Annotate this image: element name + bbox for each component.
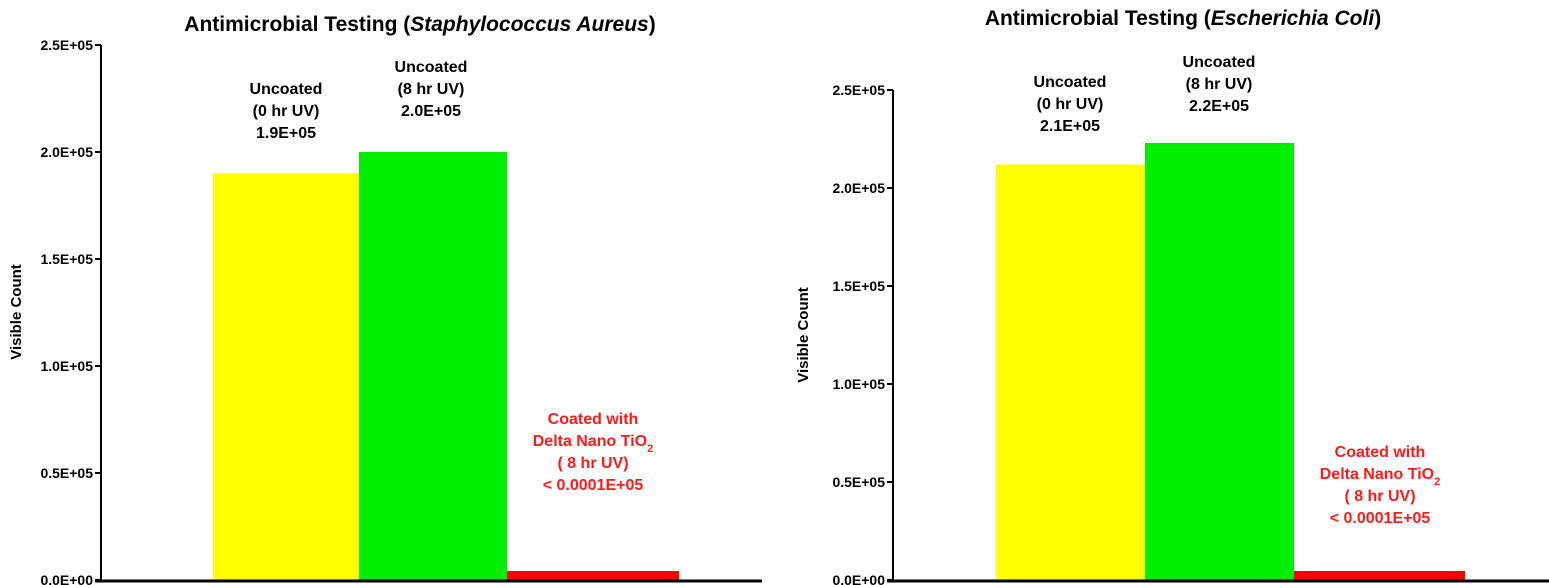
y-tick-label: 0.0E+00 [40,572,93,585]
bar-label-3: Coated with Delta Nano TiO2( 8 hr UV) < 0.… [1320,444,1441,527]
y-tick-label: 0.0E+00 [832,572,885,585]
y-tick-label: 1.0E+05 [832,376,885,392]
y-tick-label: 1.5E+05 [40,251,93,267]
bar-label-1: Uncoated (0 hr UV) 1.9E+05 [250,81,323,142]
y-tick-label: 2.0E+05 [40,144,93,160]
bar-1 [996,164,1145,581]
y-tick-label: 1.0E+05 [40,358,93,374]
y-tick-label: 0.5E+05 [832,474,885,490]
y-tick-label: 2.5E+05 [40,37,93,53]
bar-label-1: Uncoated (0 hr UV) 2.1E+05 [1034,74,1107,135]
bar-1 [213,173,359,580]
bar-label-2: Uncoated (8 hr UV) 2.2E+05 [1183,54,1256,115]
y-axis-label: Visible Count [795,287,812,383]
chart-panel-1: Antimicrobial Testing (Staphylococcus Au… [8,13,762,585]
y-tick-label: 2.0E+05 [832,180,885,196]
y-axis-label: Visible Count [8,264,25,360]
y-tick-label: 2.5E+05 [832,82,885,98]
chart-title: Antimicrobial Testing (Staphylococcus Au… [184,13,655,36]
bar-2 [1145,142,1294,581]
bar-3 [1294,571,1465,580]
bar-label-3: Coated with Delta Nano TiO2( 8 hr UV) < 0.… [533,411,654,494]
chart-title: Antimicrobial Testing (Escherichia Coli) [985,7,1381,30]
bar-2 [359,152,507,580]
y-tick-label: 0.5E+05 [40,465,93,481]
bar-3 [507,571,679,580]
bar-label-2: Uncoated (8 hr UV) 2.0E+05 [395,59,468,120]
chart-panel-2: Antimicrobial Testing (Escherichia Coli)… [795,7,1549,585]
y-tick-label: 1.5E+05 [832,278,885,294]
